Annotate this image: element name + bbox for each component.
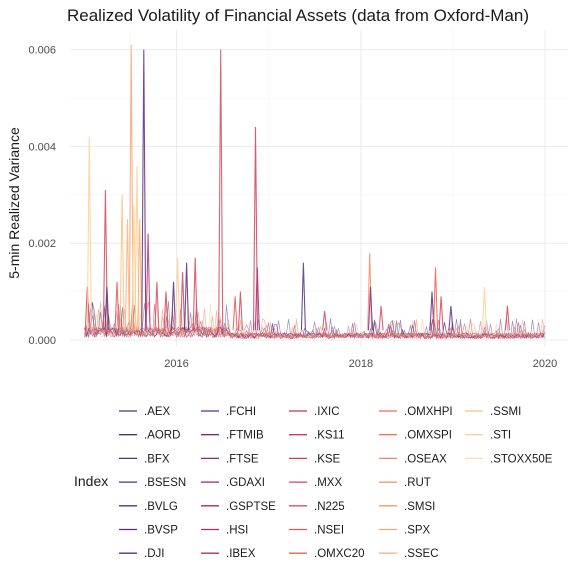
series-spike [300,262,306,331]
series-spike [252,126,259,331]
plot-grid [70,30,568,347]
legend-label: .GSPTSE [226,501,276,513]
y-tick-label: 0.002 [28,238,56,250]
y-axis-ticks: 0.000 0.002 0.004 0.006 [28,45,56,347]
x-tick-label: 2018 [349,358,373,370]
x-axis-ticks: 2016 2018 2020 [164,358,557,370]
series-spike [367,286,374,331]
legend-label: .HSI [226,525,248,537]
series-spike [218,49,224,331]
series-spike [86,136,92,331]
series-spike [481,286,488,331]
legend-label: .OMXHPI [404,406,453,418]
legend-label: .DJI [144,548,164,560]
y-axis-label: 5-min Realized Variance [6,127,22,279]
legend-label: .MXX [314,477,342,489]
y-tick-label: 0.004 [28,141,56,153]
series-line [84,307,545,340]
legend-title: Index [74,473,108,489]
legend-label: .SPX [404,525,431,537]
legend-label: .IBEX [226,548,256,560]
series-spike [237,291,243,331]
series-spike [154,281,160,331]
legend-label: .N225 [314,501,345,513]
series-spike [145,233,151,331]
legend-label: .KS11 [314,430,344,442]
series-spike [170,281,177,331]
series-spike [184,262,190,331]
series-spike [192,257,198,331]
legend-label: .FCHI [226,406,256,418]
series-spike [119,194,125,331]
series-spike [432,267,439,331]
legend-label: .OSEAX [404,453,447,465]
x-tick-label: 2016 [164,358,188,370]
series-spike [378,306,384,331]
series-spike [102,189,108,331]
series-spikes [84,44,510,331]
series-spike [438,296,444,331]
legend-label: .BVLG [144,501,178,513]
legend-label: .FTSE [226,453,259,465]
legend-label: .RUT [404,477,431,489]
legend-label: .OMXC20 [314,548,365,560]
y-tick-label: 0.006 [28,45,56,57]
series-spike [114,281,120,331]
series-spike [104,286,110,331]
legend-label: .SMSI [404,501,435,513]
legend-label: .AORD [144,430,180,442]
series-spike [232,296,238,331]
legend-label: .NSEI [314,525,344,537]
legend-label: .BSESN [144,477,186,489]
legend-label: .SSEC [404,548,439,560]
legend-label: .BFX [144,453,170,465]
series-spike [180,272,186,331]
legend-label: .FTMIB [226,430,264,442]
series-spike [137,218,143,331]
chart-title: Realized Volatility of Financial Assets … [67,6,529,25]
series-spike [175,257,181,331]
series-spike [504,306,510,331]
legend-label: .IXIC [314,406,340,418]
legend-label: .SSMI [490,406,521,418]
legend-label: .KSE [314,453,341,465]
series-line [84,302,545,340]
series-noise-band [84,300,545,340]
series-spike [429,291,435,331]
series-spike [448,306,454,331]
y-tick-label: 0.000 [28,335,56,347]
legend-label: .BVSP [144,525,178,537]
series-spike [124,218,130,331]
series-spike [254,267,260,331]
x-tick-label: 2020 [533,358,557,370]
series-spike [128,44,134,331]
legend-label: .AEX [144,406,171,418]
series-spike [141,49,147,331]
legend: Index .AEX .AORD .BFX .BSESN .BVLG .BVSP .DJI .F… [74,406,553,560]
series-spike [163,291,169,331]
legend-label: .STI [490,430,511,442]
series-spike [322,310,328,331]
legend-label: .OMXSPI [404,430,452,442]
legend-label: .GDAXI [226,477,265,489]
legend-label: .STOXX50E [490,453,553,465]
